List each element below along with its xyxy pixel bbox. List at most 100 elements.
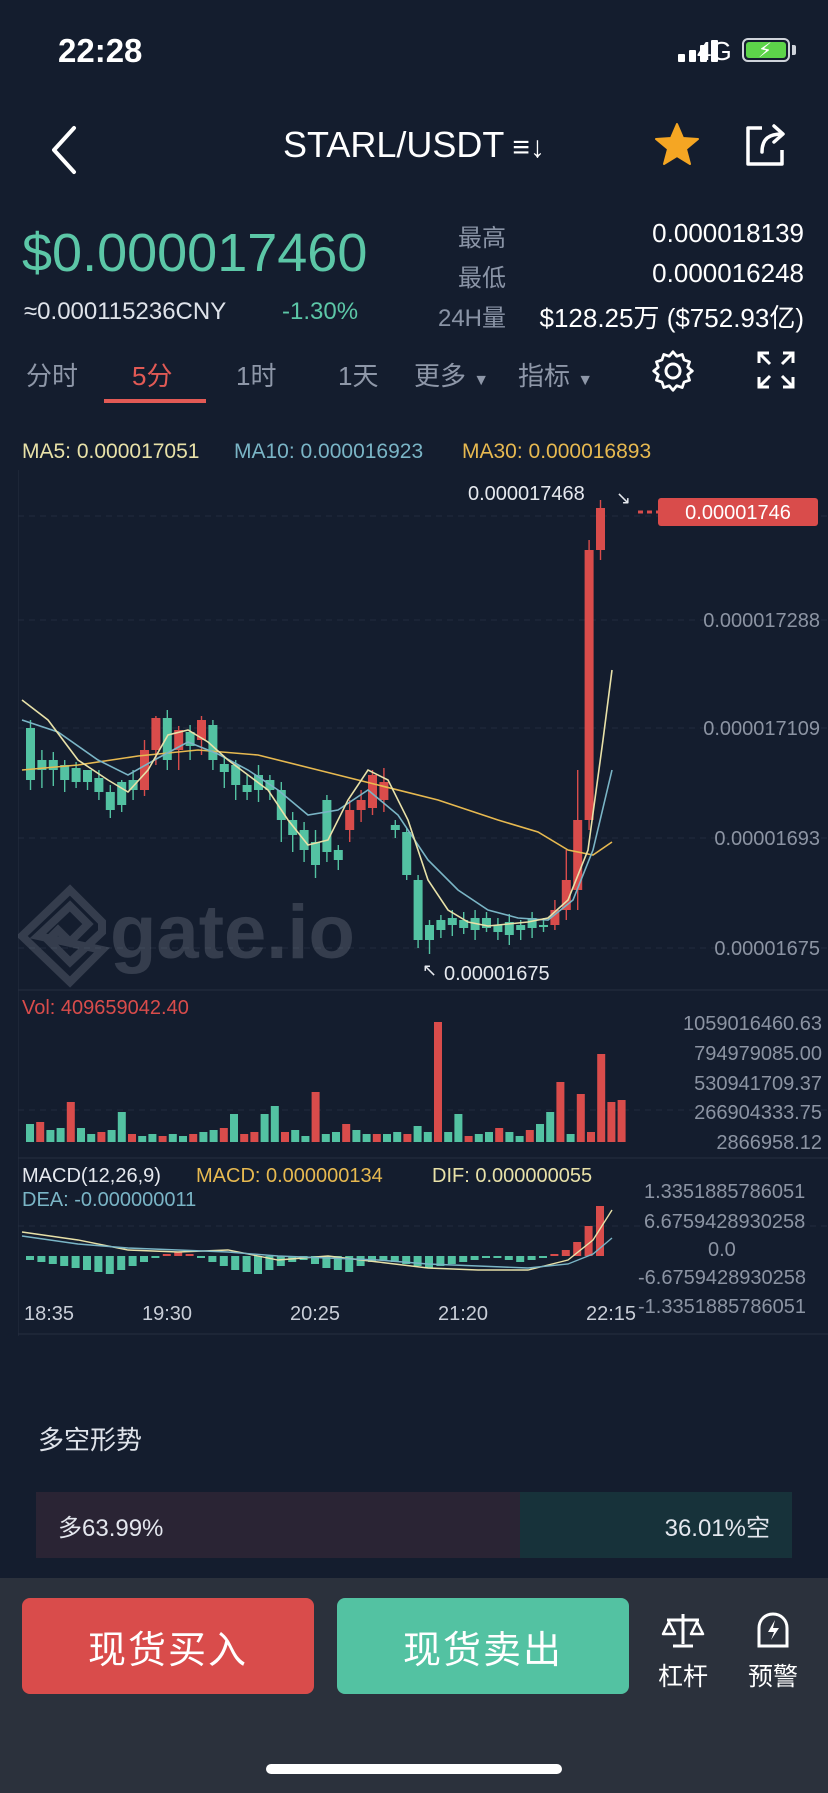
- price-axis-label: 0.000017109: [703, 718, 820, 740]
- volume-bar: [77, 1128, 85, 1142]
- volume-bar: [434, 1022, 442, 1142]
- candle-body: [71, 768, 81, 782]
- long-short-ratio-bar: 多63.99% 36.01%空: [36, 1492, 792, 1558]
- alert-bell-icon: [757, 1612, 789, 1648]
- volume-bar: [321, 1134, 330, 1142]
- leverage-button[interactable]: 杠杆: [648, 1610, 718, 1693]
- macd-bar: [470, 1256, 479, 1260]
- macd-bar: [550, 1254, 559, 1256]
- tab-indicator[interactable]: 指标 ▼: [518, 356, 593, 393]
- caret-down-icon: ▼: [473, 372, 490, 389]
- candle: [128, 770, 138, 800]
- volume-bar: [117, 1112, 126, 1142]
- favorite-star-icon[interactable]: [652, 120, 702, 170]
- active-tab-underline: [104, 399, 206, 403]
- battery-icon: ⚡: [742, 38, 790, 62]
- candle: [83, 770, 92, 790]
- candle: [493, 918, 503, 940]
- network-type: 4G: [697, 36, 732, 66]
- pair-title[interactable]: STARL/USDT ≡↓: [0, 124, 828, 166]
- candle-body: [128, 780, 138, 790]
- candle: [71, 762, 81, 788]
- volume-label: Vol: 409659042.40: [22, 997, 189, 1019]
- last-price-tag: 0.00001746: [685, 502, 791, 524]
- candle: [94, 770, 104, 800]
- candle-body: [208, 725, 218, 760]
- balance-scale-icon: [661, 1614, 705, 1648]
- candle-body: [550, 910, 560, 925]
- candle-body: [345, 810, 355, 830]
- back-arrow-icon[interactable]: [48, 120, 88, 180]
- candle-body: [117, 782, 127, 805]
- macd-bar: [48, 1256, 57, 1264]
- volume-bar: [607, 1102, 616, 1142]
- candle: [390, 820, 400, 838]
- candle: [596, 500, 605, 560]
- volume-bar: [260, 1114, 269, 1142]
- candle-body: [174, 730, 184, 750]
- candle-body: [322, 800, 332, 852]
- dif-value: DIF: 0.000000055: [432, 1165, 592, 1187]
- time-axis-label: 21:20: [438, 1303, 488, 1325]
- battery-cap: [792, 45, 796, 55]
- macd-bar: [539, 1256, 547, 1258]
- macd-value: MACD: 0.000000134: [196, 1165, 383, 1187]
- macd-bar: [447, 1256, 456, 1264]
- candle: [368, 770, 377, 815]
- candle-body: [447, 918, 457, 925]
- moving-averages: [21, 669, 613, 927]
- tab-1d[interactable]: 1天: [338, 361, 379, 391]
- macd-bar: [368, 1256, 376, 1262]
- spot-sell-button[interactable]: 现货卖出: [337, 1598, 629, 1694]
- candle: [345, 800, 355, 842]
- macd-params: MACD(12,26,9): [22, 1165, 161, 1187]
- dea-line: [21, 1235, 613, 1269]
- macd-bar: [527, 1256, 536, 1260]
- macd-bar: [231, 1256, 240, 1270]
- last-price-tag-bg: [658, 498, 818, 526]
- tab-timeline[interactable]: 分时: [26, 361, 79, 391]
- status-bar: 22:28 4G ⚡: [0, 0, 828, 100]
- candle-body: [413, 880, 423, 940]
- alert-button[interactable]: 预警: [738, 1610, 808, 1693]
- tab-more[interactable]: 更多 ▼: [414, 356, 489, 393]
- share-icon[interactable]: [740, 120, 790, 170]
- pair-name: STARL/USDT: [283, 124, 505, 165]
- kline-chart[interactable]: gate.io 0.000017288 0.000017109 0.000016…: [18, 470, 828, 1336]
- candle: [208, 720, 218, 770]
- tab-indicator-label: 指标: [518, 361, 571, 391]
- time-axis-label: 22:15: [586, 1303, 636, 1325]
- candle: [174, 726, 184, 770]
- candle: [470, 910, 480, 940]
- candle-body: [561, 880, 571, 910]
- candle: [379, 768, 389, 812]
- time-axis-label: 20:25: [290, 1303, 340, 1325]
- volume-bar: [168, 1134, 177, 1142]
- pair-switch-icon[interactable]: ≡↓: [512, 131, 545, 164]
- volume-bar: [158, 1136, 167, 1142]
- macd-bar: [504, 1256, 513, 1260]
- fullscreen-icon[interactable]: [756, 350, 796, 390]
- chart-frame: [18, 470, 828, 1336]
- candle-body: [219, 764, 229, 772]
- candlesticks: [26, 500, 605, 954]
- candle-body: [573, 820, 583, 890]
- volume-bar: [515, 1136, 524, 1142]
- macd-bar: [345, 1256, 354, 1272]
- candle: [447, 910, 457, 936]
- macd-bar: [596, 1206, 604, 1256]
- candle-body: [94, 778, 104, 792]
- candle: [527, 912, 537, 938]
- tab-1h[interactable]: 1时: [236, 361, 277, 391]
- candle: [459, 912, 469, 934]
- volume-bar: [474, 1134, 483, 1142]
- settings-gear-icon[interactable]: [650, 348, 696, 394]
- time-axis-label: 19:30: [142, 1303, 192, 1325]
- macd-bar: [276, 1256, 285, 1266]
- candle: [105, 785, 115, 818]
- macd-bar: [322, 1256, 331, 1268]
- tab-5min[interactable]: 5分: [132, 361, 173, 391]
- spot-buy-button[interactable]: 现货买入: [22, 1598, 314, 1694]
- candle: [197, 716, 206, 755]
- last-price: $0.000017460: [22, 223, 368, 283]
